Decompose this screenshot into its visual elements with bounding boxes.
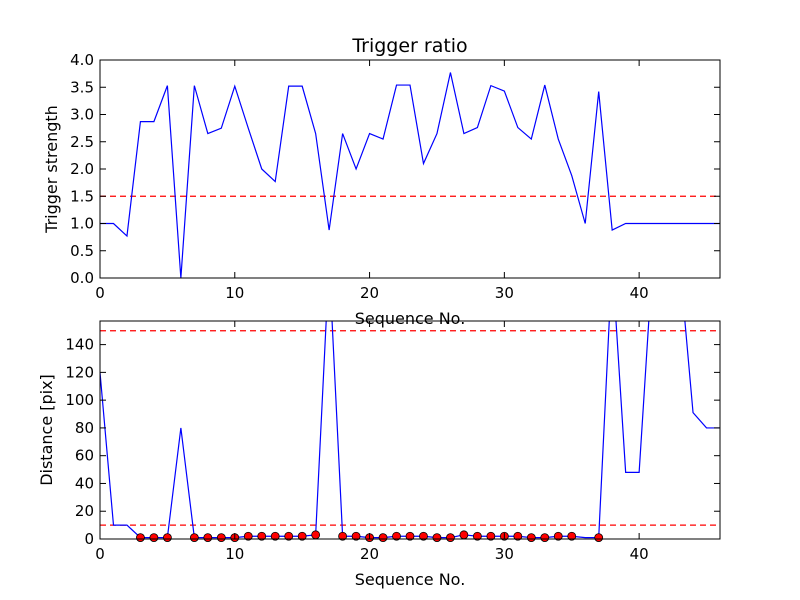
- axis-ticks: 0 10 20 30 40 0 20 40 60 80 100 120 140: [65, 321, 720, 563]
- series-lines: [100, 72, 720, 278]
- data-point: [149, 533, 159, 543]
- data-point: [446, 533, 455, 543]
- threshold-lines: [100, 330, 720, 526]
- data-point: [553, 531, 563, 541]
- data-point: [311, 530, 321, 540]
- data-point: [284, 531, 294, 541]
- y-tick-label: 60: [75, 447, 94, 465]
- x-tick-label: 30: [495, 545, 514, 563]
- data-point: [378, 533, 388, 543]
- data-point: [432, 533, 442, 543]
- x-tick-label: 0: [95, 284, 105, 302]
- x-tick-label: 20: [360, 284, 379, 302]
- data-point: [243, 531, 253, 541]
- data-point: [297, 531, 307, 541]
- y-tick-label: 0.0: [70, 269, 94, 287]
- y-tick-label: 2.5: [70, 133, 94, 151]
- y-tick-label: 4.0: [70, 51, 94, 69]
- y-tick-label: 1.5: [70, 187, 94, 205]
- plot-frame: [99, 59, 721, 279]
- y-tick-label: 120: [65, 363, 94, 381]
- data-point: [472, 531, 482, 541]
- y-tick-label: 140: [65, 336, 94, 354]
- y-tick-label: 40: [75, 474, 94, 492]
- data-point: [257, 531, 267, 541]
- chart-title: Trigger ratio: [351, 35, 467, 57]
- data-point: [513, 531, 523, 541]
- data-point: [338, 531, 348, 541]
- data-point: [419, 531, 428, 541]
- x-tick-label: 40: [630, 284, 649, 302]
- y-tick-label: 0: [84, 530, 94, 548]
- y-axis-label: Distance [pix]: [37, 374, 56, 486]
- data-point: [594, 533, 604, 543]
- y-tick-label: 2.0: [70, 160, 94, 178]
- plot-frame: [99, 320, 721, 540]
- y-tick-label: 1.0: [70, 215, 94, 233]
- x-tick-label: 20: [360, 545, 379, 563]
- data-point: [270, 531, 280, 541]
- data-point: [216, 533, 226, 543]
- data-point: [486, 531, 496, 541]
- data-point: [136, 533, 145, 543]
- y-tick-label: 0.5: [70, 242, 94, 260]
- data-point: [189, 533, 199, 543]
- x-axis-label: Sequence No.: [355, 309, 466, 328]
- axis-ticks: 0 10 20 30 40 0.0 0.5 1.0 1.5 2.0 2.5 3.0 3.5 4.0: [70, 51, 720, 302]
- y-tick-label: 20: [75, 502, 94, 520]
- y-tick-label: 80: [75, 419, 94, 437]
- x-tick-label: 10: [225, 545, 244, 563]
- data-point: [567, 531, 577, 541]
- data-point: [405, 531, 415, 541]
- data-point: [351, 531, 361, 541]
- x-axis-label: Sequence No.: [355, 570, 466, 589]
- x-tick-label: 10: [225, 284, 244, 302]
- y-tick-label: 3.0: [70, 106, 94, 124]
- data-point: [459, 530, 469, 540]
- data-point: [203, 533, 213, 543]
- x-tick-label: 0: [95, 545, 105, 563]
- x-tick-label: 40: [630, 545, 649, 563]
- data-point: [540, 533, 550, 543]
- x-tick-label: 30: [495, 284, 514, 302]
- trigger-ratio-chart: Trigger ratio 0 10 20 30 40 0.0 0.5 1.0 1.5 2.0 2.…: [42, 35, 721, 328]
- data-point: [526, 533, 536, 543]
- data-point: [162, 533, 172, 543]
- data-point: [392, 531, 401, 541]
- y-axis-label: Trigger strength: [42, 105, 61, 234]
- series-line: [100, 72, 720, 278]
- y-tick-label: 3.5: [70, 78, 94, 96]
- distance-chart: 0 10 20 30 40 0 20 40 60 80 100 120 140 Sequence No.…: [37, 320, 721, 589]
- y-tick-label: 100: [65, 391, 94, 409]
- series-markers: [136, 530, 604, 543]
